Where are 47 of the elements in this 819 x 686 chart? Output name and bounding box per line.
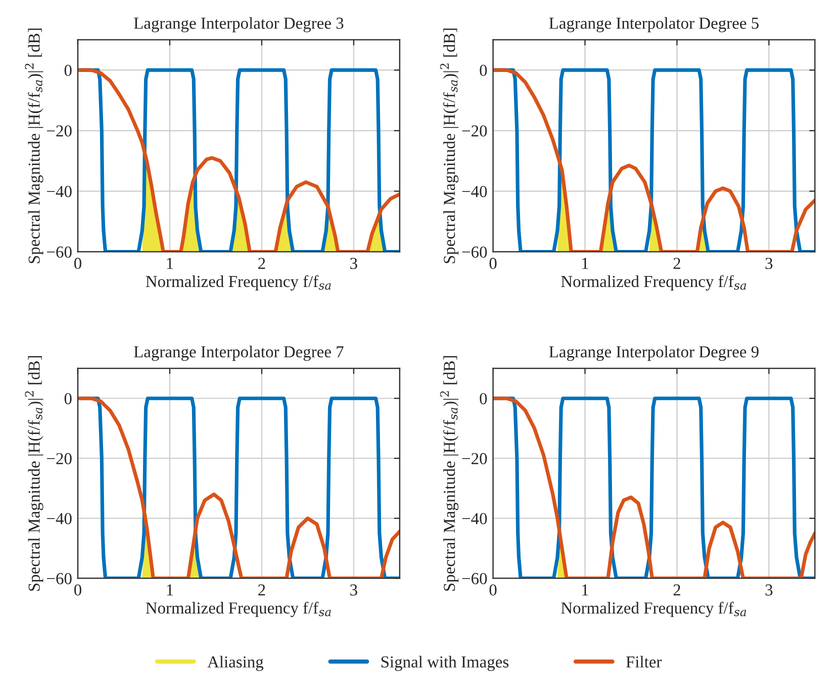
y-tick-label: −40 [462,186,487,198]
y-axis-title: Spectral Magnitude |H(f/f$_{sa}$)|$^{2}$ [dB] [440,356,458,591]
chart-title: Lagrange Interpolator Degree 9 [549,346,759,361]
y-tick-label: 0 [480,64,487,76]
x-tick-label: 2 [674,584,680,596]
y-tick-label: −60 [47,246,72,258]
y-tick-label: −40 [47,513,72,524]
x-tick-label: 0 [490,258,497,270]
x-tick-label: 1 [582,584,588,596]
x-tick-label: 3 [350,258,358,270]
y-tick-label: −20 [47,125,72,137]
y-tick-label: 0 [64,393,72,404]
chart-title: Lagrange Interpolator Degree 7 [134,346,344,361]
y-tick-label: −60 [462,246,487,258]
y-tick-label: −20 [47,453,72,464]
x-tick-label: 1 [582,258,588,269]
legend-label: Filter [626,656,662,668]
x-axis-title: Normalized Frequency f/f$_{sa}$ [146,602,331,618]
x-axis-title: Normalized Frequency f/f$_{sa}$ [561,275,746,291]
chart-title: Lagrange Interpolator Degree 5 [549,17,759,32]
x-tick-label: 2 [258,584,265,596]
chart-title: Lagrange Interpolator Degree 3 [134,17,344,32]
x-tick-label: 3 [766,258,772,270]
x-tick-label: 0 [74,258,82,270]
x-tick-label: 1 [167,258,173,269]
x-axis-title: Normalized Frequency f/f$_{sa}$ [146,275,331,291]
y-tick-label: −60 [47,572,72,584]
x-tick-label: 3 [766,584,772,596]
x-tick-label: 3 [350,584,358,596]
x-tick-label: 2 [258,258,265,269]
y-tick-label: 0 [480,393,487,404]
x-tick-label: 1 [167,584,173,596]
x-axis-title: Normalized Frequency f/f$_{sa}$ [561,602,746,618]
y-tick-label: −40 [462,513,487,524]
x-tick-label: 2 [674,258,680,269]
y-tick-label: −20 [462,125,487,137]
y-tick-label: −60 [462,572,487,584]
y-tick-label: −40 [47,186,72,198]
y-axis-title: Spectral Magnitude |H(f/f$_{sa}$)|$^{2}$ [dB] [24,28,44,264]
y-axis-title: Spectral Magnitude |H(f/f$_{sa}$)|$^{2}$ [dB] [440,28,458,264]
legend-label: Signal with Images [381,656,508,671]
x-tick-label: 0 [74,584,82,596]
x-tick-label: 0 [490,584,497,596]
y-tick-label: −20 [462,453,487,464]
y-tick-label: 0 [64,64,72,76]
legend-label: Aliasing [207,656,264,671]
y-axis-title: Spectral Magnitude |H(f/f$_{sa}$)|$^{2}$ [dB] [24,356,44,591]
